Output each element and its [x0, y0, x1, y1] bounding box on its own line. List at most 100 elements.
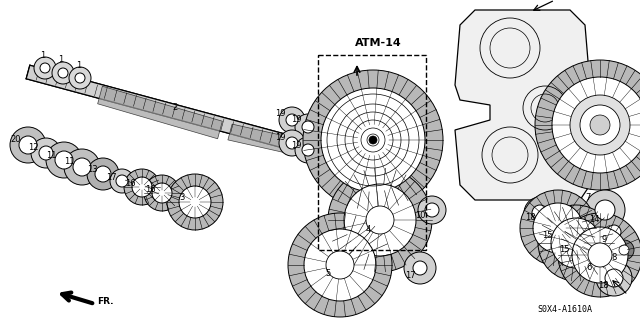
Text: 14: 14 [589, 216, 599, 225]
Text: 20: 20 [11, 136, 21, 145]
Circle shape [39, 146, 53, 160]
Circle shape [551, 218, 601, 268]
Circle shape [532, 205, 548, 221]
Circle shape [34, 57, 56, 79]
Circle shape [538, 205, 614, 281]
Circle shape [617, 245, 627, 255]
Circle shape [366, 206, 394, 234]
Circle shape [596, 260, 632, 296]
Circle shape [295, 137, 321, 163]
Circle shape [52, 62, 74, 84]
Text: 4: 4 [365, 226, 371, 234]
Text: 8: 8 [611, 254, 617, 263]
Circle shape [524, 197, 556, 229]
Text: 5: 5 [325, 269, 331, 278]
Polygon shape [455, 10, 590, 200]
Text: 12: 12 [28, 144, 38, 152]
Circle shape [570, 95, 630, 155]
Circle shape [605, 269, 623, 287]
Text: S0X4-A1610A: S0X4-A1610A [538, 306, 593, 315]
Circle shape [286, 114, 298, 126]
Text: 11: 11 [45, 151, 56, 160]
Circle shape [31, 138, 61, 168]
Circle shape [321, 88, 425, 192]
Text: 1: 1 [58, 56, 63, 64]
Circle shape [590, 115, 610, 135]
Circle shape [87, 158, 119, 190]
Text: 1: 1 [76, 61, 82, 70]
Text: 19: 19 [291, 115, 301, 124]
Circle shape [344, 184, 416, 256]
Circle shape [619, 245, 629, 255]
Text: 11: 11 [64, 158, 74, 167]
Circle shape [132, 177, 152, 197]
Circle shape [302, 121, 314, 133]
Circle shape [304, 229, 376, 301]
Text: 3: 3 [179, 194, 185, 203]
Text: ATM-14: ATM-14 [355, 38, 402, 48]
Circle shape [558, 213, 640, 297]
Circle shape [595, 200, 615, 220]
Circle shape [369, 136, 377, 144]
Text: 9: 9 [602, 235, 607, 244]
Circle shape [110, 169, 134, 193]
Circle shape [303, 70, 443, 210]
Circle shape [179, 186, 211, 218]
Circle shape [279, 130, 305, 156]
Circle shape [614, 240, 634, 260]
Circle shape [585, 190, 625, 230]
Circle shape [55, 151, 73, 169]
Text: 7: 7 [586, 194, 591, 203]
Circle shape [75, 73, 85, 83]
Circle shape [64, 149, 100, 185]
Circle shape [425, 203, 439, 217]
Circle shape [326, 251, 354, 279]
Circle shape [520, 190, 596, 266]
Text: 15: 15 [559, 246, 569, 255]
Circle shape [95, 166, 111, 182]
Circle shape [40, 63, 50, 73]
Polygon shape [228, 124, 312, 158]
Text: FR.: FR. [97, 298, 113, 307]
Circle shape [533, 203, 583, 253]
Circle shape [116, 175, 128, 187]
Circle shape [73, 158, 91, 176]
Text: 13: 13 [86, 166, 97, 174]
Text: 19: 19 [275, 133, 285, 143]
Circle shape [152, 183, 172, 203]
Polygon shape [98, 86, 222, 139]
Text: 19: 19 [275, 108, 285, 117]
Circle shape [69, 67, 91, 89]
Text: 19: 19 [291, 140, 301, 150]
Circle shape [19, 136, 37, 154]
Circle shape [295, 114, 321, 140]
Circle shape [46, 142, 82, 178]
Circle shape [279, 107, 305, 133]
Text: 1: 1 [40, 50, 45, 60]
Text: 18: 18 [598, 280, 608, 290]
Circle shape [600, 218, 628, 246]
Text: 10: 10 [415, 211, 425, 219]
Circle shape [144, 175, 180, 211]
Circle shape [572, 227, 628, 283]
Circle shape [607, 225, 621, 239]
Text: 16: 16 [145, 184, 156, 194]
Text: 17: 17 [106, 173, 116, 182]
Circle shape [404, 252, 436, 284]
Text: 2: 2 [172, 103, 178, 113]
Circle shape [535, 60, 640, 190]
Circle shape [552, 77, 640, 173]
Circle shape [58, 68, 68, 78]
Circle shape [328, 168, 432, 272]
Circle shape [413, 261, 427, 275]
Text: 17: 17 [404, 271, 415, 279]
Polygon shape [26, 65, 312, 155]
Circle shape [302, 144, 314, 156]
Text: 16: 16 [125, 179, 135, 188]
Circle shape [418, 196, 446, 224]
Circle shape [167, 174, 223, 230]
Circle shape [288, 213, 392, 317]
Circle shape [286, 137, 298, 149]
Circle shape [10, 127, 46, 163]
Text: 6: 6 [586, 263, 592, 272]
